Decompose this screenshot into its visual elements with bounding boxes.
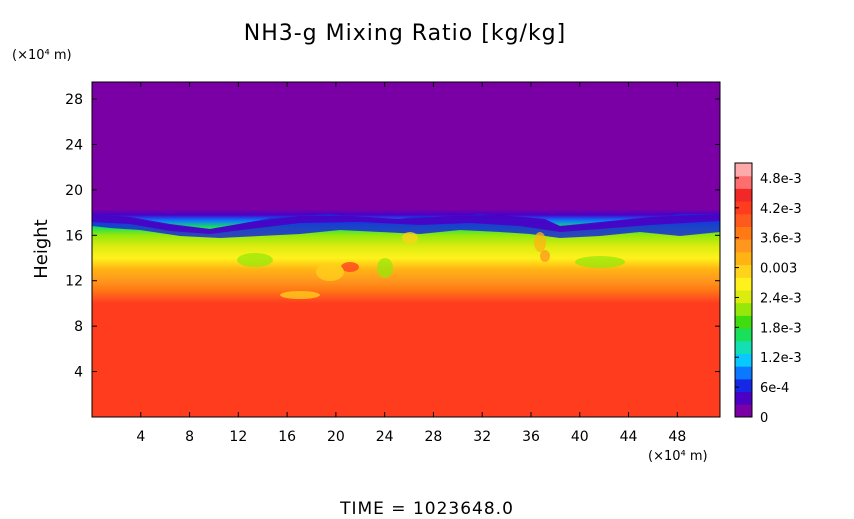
y-axis: 4 8 12 16 20 24 28	[65, 92, 720, 381]
x-tick-label: 16	[278, 429, 296, 445]
plume	[575, 256, 625, 268]
colorbar-segment	[735, 264, 752, 278]
plume	[402, 232, 418, 244]
colorbar-label: 3.6e-3	[760, 232, 802, 247]
colorbar-segment	[735, 391, 752, 405]
y-tick-label: 20	[65, 183, 83, 199]
x-tick-label: 36	[522, 429, 540, 445]
colorbar-segment	[735, 340, 752, 354]
colorbar-label: 1.8e-3	[760, 321, 802, 336]
y-tick-label: 24	[65, 137, 83, 153]
colorbar-segment	[735, 201, 752, 215]
colorbar-frame	[734, 162, 753, 418]
y-tick-label: 8	[74, 319, 83, 335]
colorbar-segment	[735, 251, 752, 266]
x-tick-label: 32	[473, 429, 491, 445]
plot-frame	[91, 81, 721, 418]
colorbar-label: 4.2e-3	[760, 202, 802, 217]
colorbar-segment	[735, 366, 752, 380]
colorbar-segment	[735, 378, 752, 393]
y-tick-label: 4	[74, 365, 83, 381]
colorbar-segment	[735, 239, 752, 253]
plume	[377, 258, 393, 278]
plume	[316, 263, 344, 281]
colorbar-segment	[735, 226, 752, 240]
colorbar-segment	[735, 175, 752, 189]
x-tick-label: 12	[229, 429, 247, 445]
colorbar-segment	[735, 277, 752, 291]
cloud-top-deep	[92, 214, 720, 234]
x-tick-label: 4	[136, 429, 145, 445]
y-tick-label: 28	[65, 92, 83, 108]
colorbar-segment	[735, 328, 752, 342]
x-tick-label: 48	[668, 429, 686, 445]
y-axis-label: Height	[31, 219, 52, 279]
colorbar-segment	[735, 163, 752, 177]
colorbar-label: 6e-4	[760, 381, 789, 396]
x-tick-label: 40	[571, 429, 589, 445]
colorbar-label: 1.2e-3	[760, 351, 802, 366]
colorbar: 0 6e-4 1.2e-3 1.8e-3 2.4e-3 0.003 3.6e-3 4.2e-3…	[734, 162, 802, 426]
convective-plumes	[237, 232, 625, 299]
y-unit-label: (×10⁴ m)	[12, 48, 72, 63]
colorbar-label: 0	[760, 411, 768, 426]
x-axis: 4 8 12 16 20 24 28 32 36 40 44 48	[136, 82, 686, 445]
colorbar-label: 2.4e-3	[760, 291, 802, 306]
y-tick-label: 12	[65, 274, 83, 290]
cloud-top-edge	[92, 214, 720, 238]
x-tick-label: 24	[376, 429, 394, 445]
x-tick-label: 20	[327, 429, 345, 445]
plume	[534, 232, 546, 252]
y-tick-label: 16	[65, 228, 83, 244]
heatmap-field	[92, 82, 720, 417]
plume	[237, 253, 273, 267]
plot-area	[92, 82, 720, 417]
colorbar-label: 4.8e-3	[760, 172, 802, 187]
colorbar-segment	[735, 302, 752, 316]
colorbar-segment	[735, 315, 752, 329]
colorbar-segment	[735, 353, 752, 367]
colorbar-segment	[735, 213, 752, 227]
colorbar-label: 0.003	[760, 262, 797, 277]
chart-title: NH3-g Mixing Ratio [kg/kg]	[244, 21, 566, 46]
x-unit-label: (×10⁴ m)	[648, 449, 708, 464]
colorbar-segment	[735, 404, 752, 418]
x-tick-label: 28	[425, 429, 443, 445]
time-label: TIME = 1023648.0	[339, 499, 514, 519]
plume	[280, 291, 320, 299]
colorbar-segment	[735, 290, 752, 304]
plume	[540, 250, 550, 262]
x-tick-label: 8	[185, 429, 194, 445]
x-tick-label: 44	[620, 429, 638, 445]
plume	[341, 262, 359, 272]
colorbar-segment	[735, 188, 752, 202]
